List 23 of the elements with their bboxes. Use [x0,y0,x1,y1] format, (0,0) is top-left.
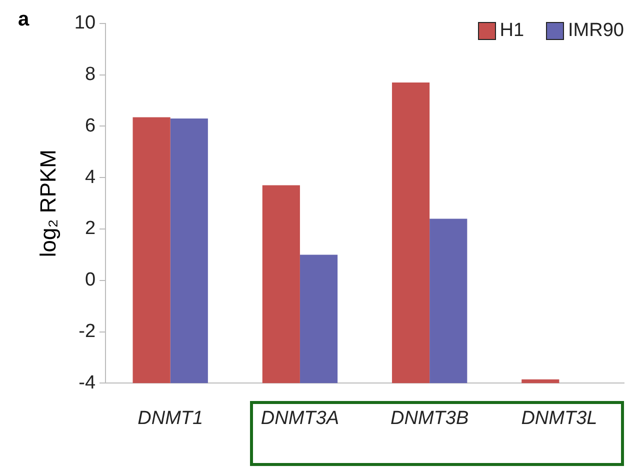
bar [300,254,338,384]
bar [522,379,560,384]
x-tick-label: DNMT1 [138,408,204,429]
bar [392,82,430,384]
y-tick-label: 10 [74,12,96,34]
y-tick-label: 0 [84,270,96,291]
bar [170,118,208,384]
legend-label: IMR90 [568,20,624,42]
y-tick-label: -2 [78,321,96,342]
y-tick-label: 4 [84,166,96,188]
y-tick-label: 8 [84,64,96,86]
x-tick-label: DNMT3B [390,408,469,429]
x-tick-label: DNMT3A [260,408,340,429]
bar [262,185,300,384]
y-tick-label: 6 [84,115,96,136]
y-tick-label: 2 [84,218,96,240]
y-tick-label: -4 [78,372,96,394]
legend-label: H1 [500,20,524,42]
bar [132,117,170,384]
text: a [18,8,30,31]
x-tick-label: DNMT3L [521,408,598,429]
y-axis-title: log₂ RPKM [35,150,60,258]
bar [430,218,468,384]
